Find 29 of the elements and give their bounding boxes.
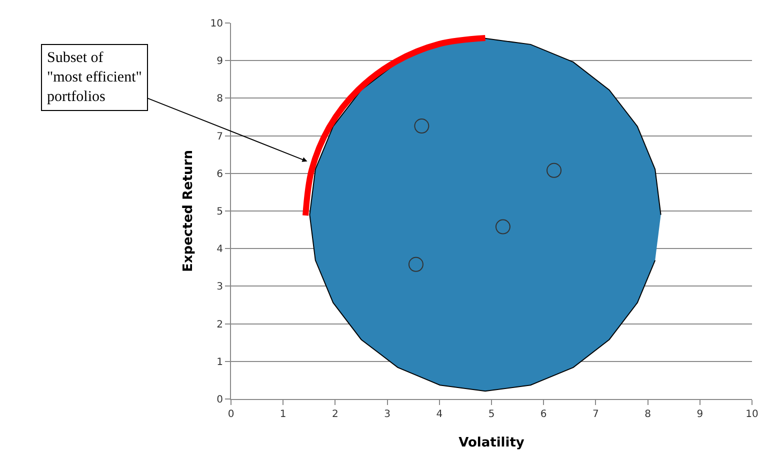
annotation: Subset of "most efficient" portfolios bbox=[47, 50, 142, 105]
y-tick-label: 8 bbox=[216, 94, 223, 105]
x-tick-label: 5 bbox=[488, 409, 495, 420]
point bbox=[495, 219, 510, 234]
x-tick-label: 7 bbox=[592, 409, 599, 420]
x-tick-label: 2 bbox=[332, 409, 338, 420]
x-tick-label: 8 bbox=[644, 409, 651, 420]
point bbox=[408, 256, 424, 272]
x-tick-label: 9 bbox=[696, 409, 704, 420]
x-tick-label: 4 bbox=[436, 409, 443, 420]
x-axis-title: Volatility bbox=[458, 436, 525, 451]
y-tick-label: 1 bbox=[216, 356, 223, 368]
y-axis-title: Expected Return bbox=[181, 150, 196, 272]
point bbox=[546, 162, 562, 178]
x-tick-label: 1 bbox=[280, 409, 286, 420]
y-tick-label: 3 bbox=[216, 282, 223, 293]
x-tick-label: 10 bbox=[746, 409, 758, 420]
y-tick-label: 9 bbox=[216, 56, 223, 68]
y-tick-label: 4 bbox=[216, 244, 223, 256]
y-tick-label: 7 bbox=[216, 131, 223, 142]
point bbox=[414, 118, 430, 134]
y-tick-label: 2 bbox=[216, 319, 223, 330]
x-tick-label: 0 bbox=[228, 409, 234, 420]
y-tick-label: 6 bbox=[216, 168, 223, 180]
y-tick-label: 10 bbox=[210, 18, 223, 30]
x-tick-label: 3 bbox=[384, 409, 390, 420]
x-tick-label: 6 bbox=[540, 409, 547, 420]
y-tick-label: 5 bbox=[216, 206, 223, 218]
y-tick-label: 0 bbox=[216, 394, 223, 406]
